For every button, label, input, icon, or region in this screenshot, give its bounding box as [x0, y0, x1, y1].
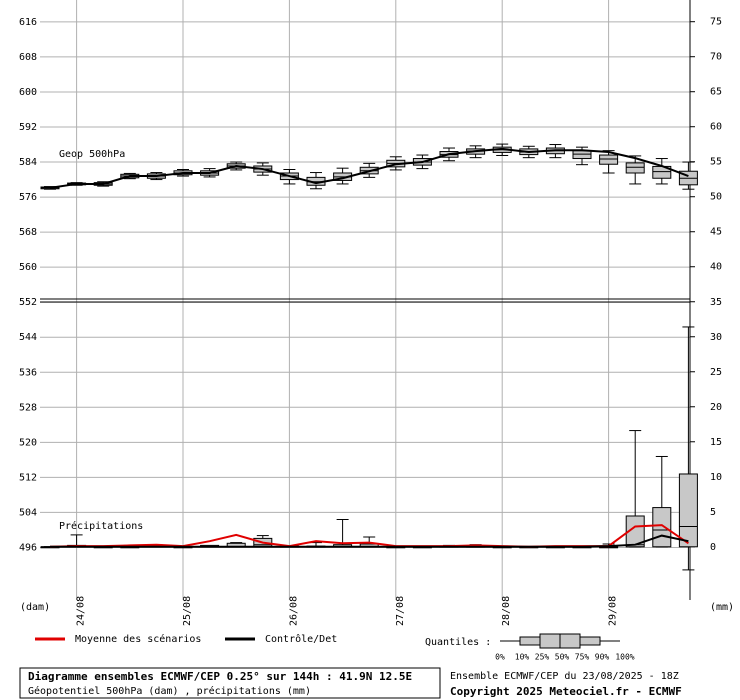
plot-area — [40, 0, 690, 600]
box — [599, 154, 619, 165]
annotation: Geop 500hPa — [59, 149, 125, 160]
y2-tick-label: 10 — [710, 472, 722, 483]
line — [49, 147, 689, 189]
quantile-label: 25% — [535, 653, 550, 662]
copyright: Copyright 2025 Meteociel.fr - ECMWF — [450, 685, 682, 698]
y-tick-label: 584 — [19, 157, 37, 168]
line — [50, 534, 689, 548]
y2-tick-label: 30 — [710, 332, 722, 343]
quantile-legend-label: Quantiles : — [425, 637, 491, 648]
x-tick-label: 25/08 — [182, 596, 193, 626]
y-tick-label: 560 — [19, 262, 37, 273]
y-tick-label: 544 — [19, 332, 37, 343]
y2-tick-label: 35 — [710, 297, 722, 308]
y-axis-label: (dam) — [20, 602, 50, 613]
y-tick-label: 600 — [19, 87, 37, 98]
y2-tick-label: 50 — [710, 192, 722, 203]
y2-axis-label: (mm) — [710, 602, 734, 613]
y2-tick-label: 40 — [710, 262, 722, 273]
y-tick-label: 616 — [19, 17, 37, 28]
y-tick-label: 608 — [19, 52, 37, 63]
annotation: Précipitations — [59, 520, 143, 532]
y2-tick-label: 65 — [710, 87, 722, 98]
y2-tick-label: 75 — [710, 17, 722, 28]
chart-subtitle: Géopotentiel 500hPa (dam) , précipitatio… — [28, 685, 311, 697]
y2-tick-label: 55 — [710, 157, 722, 168]
x-tick-label: 28/08 — [501, 596, 512, 626]
box — [678, 473, 698, 548]
box — [625, 162, 645, 174]
y2-tick-label: 5 — [710, 507, 716, 518]
box — [625, 515, 645, 548]
title-box — [19, 667, 441, 699]
x-tick-label: 24/08 — [76, 596, 87, 626]
y-tick-label: 552 — [19, 297, 37, 308]
y2-tick-label: 0 — [710, 542, 716, 553]
x-tick-label: 26/08 — [288, 596, 299, 626]
box — [652, 507, 672, 548]
y-tick-label: 496 — [19, 542, 37, 553]
y-tick-label: 520 — [19, 437, 37, 448]
y-tick-label: 504 — [19, 507, 37, 518]
quantile-label: 100% — [615, 653, 634, 662]
y-tick-label: 568 — [19, 227, 37, 238]
quantile-label: 90% — [595, 653, 610, 662]
quantile-label: 10% — [515, 653, 530, 662]
y2-tick-label: 45 — [710, 227, 722, 238]
quantile-label: 50% — [555, 653, 570, 662]
x-tick-label: 29/08 — [608, 596, 619, 626]
y-tick-label: 592 — [19, 122, 37, 133]
legend-label: Contrôle/Det — [265, 633, 337, 645]
x-tick-label: 27/08 — [395, 596, 406, 626]
source: Ensemble ECMWF/CEP du 23/08/2025 - 18Z — [450, 671, 679, 682]
y2-tick-label: 60 — [710, 122, 722, 133]
y-tick-label: 576 — [19, 192, 37, 203]
y-tick-label: 512 — [19, 472, 37, 483]
y2-tick-label: 15 — [710, 437, 722, 448]
y2-tick-label: 70 — [710, 52, 722, 63]
y-tick-label: 528 — [19, 402, 37, 413]
quantile-label: 75% — [575, 653, 590, 662]
chart-title: Diagramme ensembles ECMWF/CEP 0.25° sur … — [28, 670, 412, 683]
legend-label: Moyenne des scénarios — [75, 633, 201, 645]
y2-tick-label: 20 — [710, 402, 722, 413]
y-tick-label: 536 — [19, 367, 37, 378]
quantile-label: 0% — [495, 653, 505, 662]
y2-tick-label: 25 — [710, 367, 722, 378]
